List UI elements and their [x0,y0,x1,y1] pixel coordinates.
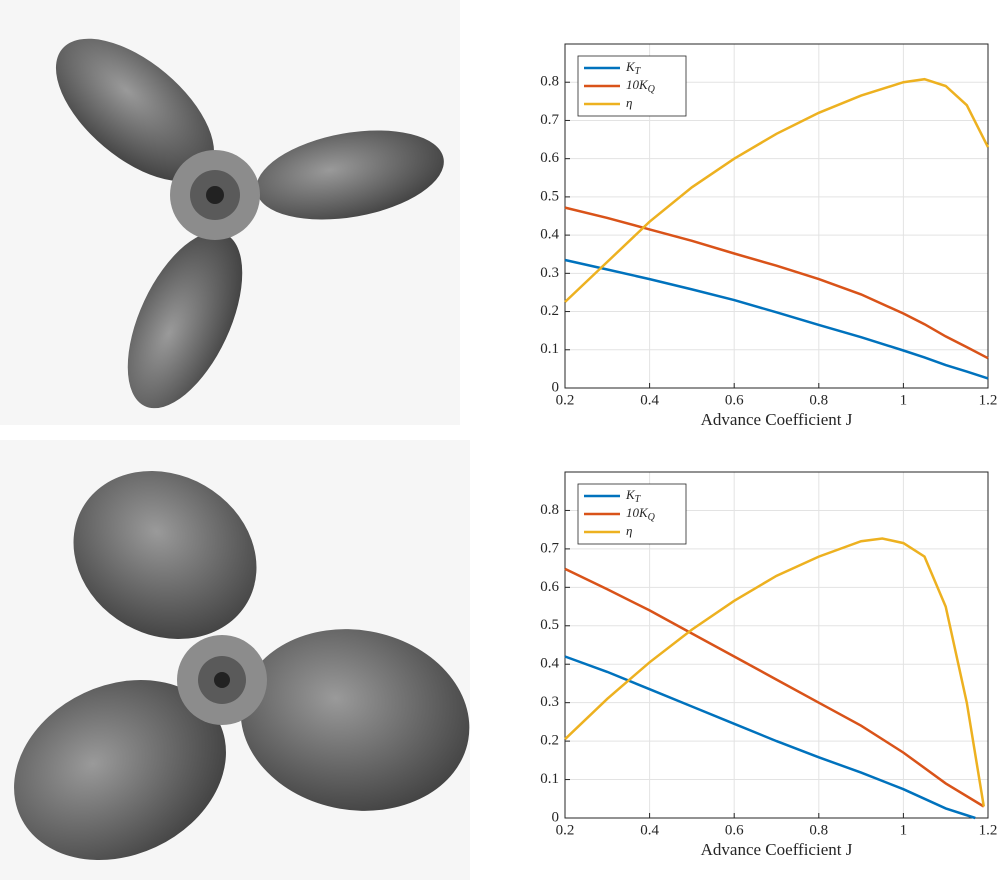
legend-label: 10KQ [626,505,656,523]
data-line [564,258,989,380]
y-tick-label: 0.5 [540,188,559,204]
chart: 0 0.1 0.2 0.3 0.4 0.5 0.6 0.7 0.8 0.2 0.4 0.6 0.8 1 1.… [540,43,998,429]
y-tick-label: 0 [552,379,560,395]
y-tick-label: 0.8 [540,502,559,518]
y-tick-label: 0 [552,809,560,825]
y-tick-label: 0.5 [540,617,559,633]
x-tick-label: 0.4 [640,822,659,838]
y-tick-label: 0.2 [540,303,559,319]
legend-label: η [626,523,632,538]
x-tick-label: 1 [900,822,908,838]
x-tick-label: 0.2 [556,392,575,408]
legend-label: η [626,95,632,110]
x-tick-label: 1 [900,392,908,408]
x-tick-label: 1.2 [979,392,998,408]
chart: 0 0.1 0.2 0.3 0.4 0.5 0.6 0.7 0.8 0.2 0.4 0.6 0.8 1 1.… [540,471,998,859]
y-tick-label: 0.4 [540,227,559,243]
y-tick-label: 0.3 [540,694,559,710]
x-axis-label: Advance Coefficient J [701,840,853,859]
data-line [564,206,989,360]
x-axis-label: Advance Coefficient J [701,410,853,429]
y-tick-label: 0.4 [540,656,559,672]
y-tick-label: 0.7 [540,112,559,128]
x-tick-label: 1.2 [979,822,998,838]
y-tick-label: 0.8 [540,74,559,90]
propeller-photo-top [0,0,460,425]
y-tick-label: 0.1 [540,771,559,787]
legend-label: KT [625,59,642,77]
y-tick-label: 0.7 [540,540,559,556]
data-line [564,655,976,820]
x-tick-label: 0.6 [725,822,744,838]
legend-label: KT [625,487,642,505]
data-line [564,567,985,808]
x-tick-label: 0.8 [809,392,828,408]
legend-label: 10KQ [626,77,656,95]
axes-box [564,471,989,819]
x-tick-label: 0.4 [640,392,659,408]
y-tick-label: 0.6 [540,150,559,166]
data-line [564,537,986,807]
x-tick-label: 0.6 [725,392,744,408]
data-line [564,77,990,303]
axes-box [564,43,989,389]
y-tick-label: 0.6 [540,579,559,595]
x-tick-label: 0.2 [556,822,575,838]
x-tick-label: 0.8 [809,822,828,838]
y-tick-label: 0.2 [540,733,559,749]
propeller-photo-bottom [0,440,470,880]
y-tick-label: 0.1 [540,341,559,357]
y-tick-label: 0.3 [540,265,559,281]
